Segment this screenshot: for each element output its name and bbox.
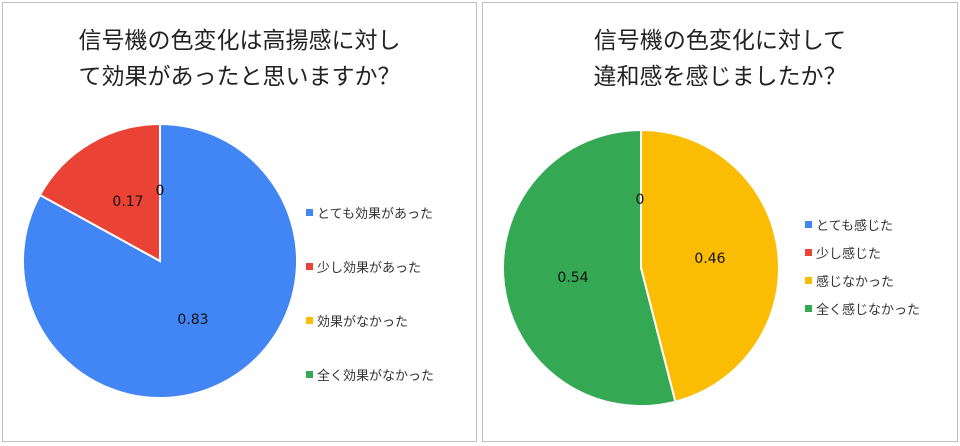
legend-swatch xyxy=(306,371,313,378)
data-label: 0.17 xyxy=(112,194,143,210)
legend-item: 全く感じなかった xyxy=(805,299,920,318)
data-label: 0.46 xyxy=(694,251,725,267)
chart-title-1: 信号機の色変化は高揚感に対し て効果があったと思いますか？ xyxy=(78,28,401,90)
legend-label: とても効果があった xyxy=(317,207,433,222)
legend-swatch xyxy=(306,209,313,216)
data-label: 0.54 xyxy=(557,270,588,286)
chart-panel-1: 信号機の色変化は高揚感に対し て効果があったと思いますか？ 0.83 0.17 0 … xyxy=(2,2,477,442)
pie-chart-1: 0.83 0.17 0 xyxy=(22,122,298,399)
legend-swatch xyxy=(306,317,313,324)
legend-label: とても感じた xyxy=(816,219,893,234)
legend-swatch xyxy=(306,263,313,270)
pie-slice xyxy=(38,122,161,263)
pie-slice xyxy=(640,128,780,403)
legend-item: 感じなかった xyxy=(805,271,894,290)
legend-item: とても効果があった xyxy=(306,203,433,222)
pie-chart-2: 0 0.46 0.54 xyxy=(502,128,780,407)
legend-item: 効果がなかった xyxy=(306,311,408,330)
legend-label: 感じなかった xyxy=(816,275,895,290)
pie-slice xyxy=(22,122,298,399)
legend-item: 少し感じた xyxy=(805,243,881,262)
legend-swatch xyxy=(805,249,812,256)
legend-swatch xyxy=(805,221,812,228)
legend-label: 全く感じなかった xyxy=(816,303,921,318)
legend-item: 少し効果があった xyxy=(306,257,421,276)
pie-slice xyxy=(502,128,677,407)
legend-swatch xyxy=(805,305,812,312)
legend-item: 全く効果がなかった xyxy=(306,365,434,384)
chart-title-2: 信号機の色変化に対して 違和感を感じましたか？ xyxy=(593,28,847,90)
chart-panel-2: 信号機の色変化に対して 違和感を感じましたか？ 0 0.46 0.54 とても感じた… xyxy=(482,2,958,442)
legend-item: とても感じた xyxy=(805,215,893,234)
legend-label: 少し効果があった xyxy=(317,261,422,276)
legend-swatch xyxy=(805,277,812,284)
legend-label: 少し感じた xyxy=(816,247,882,262)
data-label: 0.83 xyxy=(177,312,208,328)
legend-label: 全く効果がなかった xyxy=(317,369,435,384)
legend-label: 効果がなかった xyxy=(317,315,409,330)
data-label: 0 xyxy=(636,192,645,208)
data-label: 0 xyxy=(156,183,165,199)
